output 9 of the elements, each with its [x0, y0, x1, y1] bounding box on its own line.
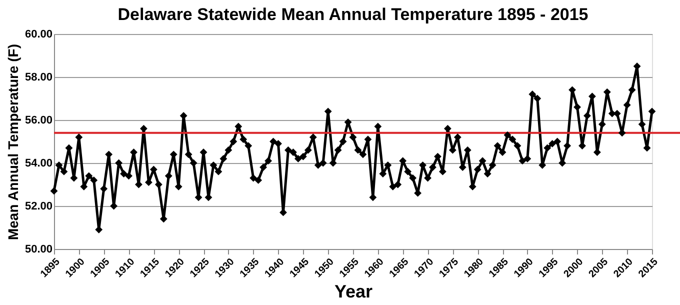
x-axis-title: Year [334, 281, 373, 302]
y-axis-title: Mean Annual Temperature (F) [4, 44, 21, 240]
chart-title: Delaware Statewide Mean Annual Temperature 1895 - 2015 [118, 5, 588, 24]
y-tick-label: 56.00 [24, 114, 52, 126]
y-tick-label: 54.00 [24, 158, 52, 170]
y-tick-label: 58.00 [24, 72, 52, 84]
y-tick-label: 52.00 [24, 200, 52, 212]
y-tick-label: 50.00 [24, 244, 52, 256]
y-tick-label: 60.00 [24, 28, 52, 40]
